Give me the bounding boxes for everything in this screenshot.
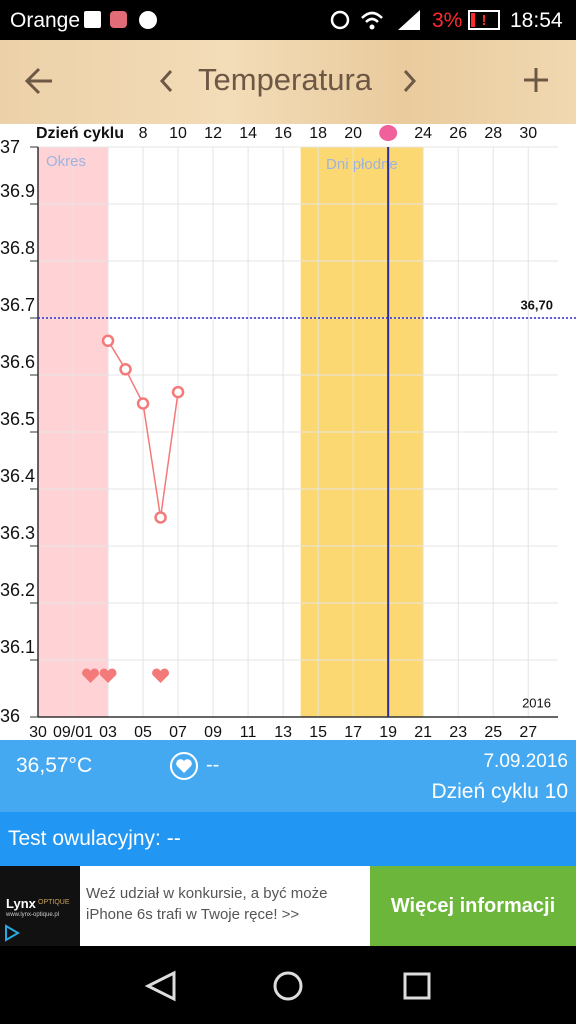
- temperature-point: [154, 511, 167, 524]
- y-tick-label: 36.2: [0, 580, 35, 600]
- next-button[interactable]: [402, 68, 418, 94]
- ad-button[interactable]: Więcej informacji: [370, 866, 576, 946]
- x-tick-label: 11: [240, 724, 257, 740]
- home-key[interactable]: [273, 971, 303, 1001]
- app-bar: Temperatura: [0, 40, 576, 124]
- temperature-point: [171, 385, 185, 399]
- x-tick-label: 17: [344, 724, 362, 740]
- period-label: Okres: [46, 153, 86, 170]
- x-tick-label: 07: [169, 724, 187, 740]
- date: 7.09.2016: [483, 751, 568, 772]
- ovulation-icon: [379, 125, 398, 141]
- y-tick-label: 36.7: [0, 295, 35, 315]
- back-button[interactable]: [24, 66, 56, 96]
- x-tick-label: 09: [204, 724, 222, 740]
- temperature-point: [119, 363, 132, 376]
- clock: 18:54: [510, 9, 563, 32]
- y-tick-label: 37: [0, 137, 20, 157]
- x-top-tick-label: 18: [309, 125, 327, 142]
- x-top-tick-label: 8: [139, 125, 148, 142]
- x-top-tick-label: 26: [449, 125, 467, 142]
- x-tick-label: 15: [309, 724, 327, 740]
- x-top-tick-label: 20: [344, 125, 362, 142]
- x-tick-label: 21: [414, 724, 432, 740]
- temperature-point: [101, 334, 115, 348]
- y-tick-label: 36.4: [0, 466, 35, 486]
- system-icons: [330, 10, 420, 30]
- intercourse-heart: [82, 668, 99, 683]
- svg-text:!: !: [482, 12, 487, 29]
- fertile-label: Dni płodne: [326, 156, 398, 173]
- notification-icons: [84, 11, 157, 29]
- temperature: 36,57°C: [16, 754, 93, 777]
- year-label: 2016: [522, 695, 551, 710]
- back-key[interactable]: [144, 970, 176, 1002]
- cycle-day: Dzień cyklu 10: [431, 780, 568, 803]
- x-tick-label: 09/01: [53, 724, 93, 740]
- x-tick-label: 25: [484, 724, 502, 740]
- y-tick-label: 36.5: [0, 409, 35, 429]
- ad-text-line: Weź udział w konkursie, a być może: [86, 885, 328, 902]
- recents-key[interactable]: [403, 972, 431, 1000]
- screen-title: Temperatura: [198, 62, 373, 97]
- ad-banner[interactable]: Lynx OPTIQUE www.lynx-optique.pl Weź udz…: [0, 866, 576, 946]
- x-tick-label: 13: [274, 724, 292, 740]
- carrier: Orange: [10, 9, 81, 32]
- ad-text-line: iPhone 6s trafi w Twoje ręce! >>: [86, 906, 300, 923]
- ad-site: www.lynx-optique.pl: [6, 912, 60, 918]
- add-button[interactable]: [522, 66, 550, 94]
- ad-logo: Lynx OPTIQUE www.lynx-optique.pl: [0, 866, 80, 946]
- previous-button[interactable]: [158, 68, 174, 94]
- navigation-bar: [0, 946, 576, 1024]
- intercourse-icon[interactable]: [168, 750, 200, 782]
- ad-button-label: Więcej informacji: [390, 895, 556, 917]
- y-tick-label: 36.6: [0, 352, 35, 372]
- x-top-tick-label: 12: [204, 125, 222, 142]
- y-tick-label: 36.3: [0, 523, 35, 543]
- ovulation-test: Test owulacyjny: --: [8, 827, 181, 850]
- battery-icon: !: [468, 10, 500, 30]
- intercourse-heart: [99, 668, 117, 683]
- ad-brand-sub: OPTIQUE: [38, 899, 70, 906]
- x-tick-label: 19: [379, 724, 397, 740]
- y-tick-label: 36: [0, 706, 20, 726]
- x-top-tick-label: 10: [169, 125, 187, 142]
- x-top-tick-label: 14: [239, 125, 257, 142]
- x-tick-label: 30: [29, 724, 47, 740]
- x-tick-label: 23: [449, 724, 467, 740]
- temperature-chart: 36 36.1 36.2 36.3 36.4 36.5 36.6 36.7 36.8 36.9 37…: [0, 125, 576, 740]
- x-top-tick-label: 24: [414, 125, 432, 142]
- y-tick-label: 36.9: [0, 181, 35, 201]
- ad-choices: [5, 924, 20, 942]
- intercourse-heart: [152, 668, 170, 683]
- cover-line-label: 36,70: [520, 297, 553, 312]
- battery-level: 3%: [432, 9, 463, 32]
- x-tick-label: 03: [99, 724, 117, 740]
- intercourse-value: --: [206, 754, 220, 776]
- temperature-point: [136, 397, 150, 410]
- x-top-tick-label: 16: [274, 125, 292, 142]
- x-tick-label: 27: [519, 724, 537, 740]
- ad-brand: Lynx: [6, 896, 36, 911]
- navigation-buttons: [144, 970, 431, 1002]
- y-tick-label: 36.8: [0, 238, 35, 258]
- summary-panel: 36,57°C -- 7.09.2016 Dzień cyklu 10: [0, 740, 576, 812]
- status-bar: Orange 3% ! 18:54: [0, 0, 576, 40]
- ovulation-test-panel[interactable]: Test owulacyjny: --: [0, 812, 576, 866]
- x-axis-label: Dzień cyklu: [36, 125, 124, 142]
- y-tick-label: 36.1: [0, 637, 35, 657]
- x-top-tick-label: 30: [519, 125, 537, 142]
- x-top-tick-label: 28: [484, 125, 502, 142]
- x-tick-label: 05: [134, 724, 152, 740]
